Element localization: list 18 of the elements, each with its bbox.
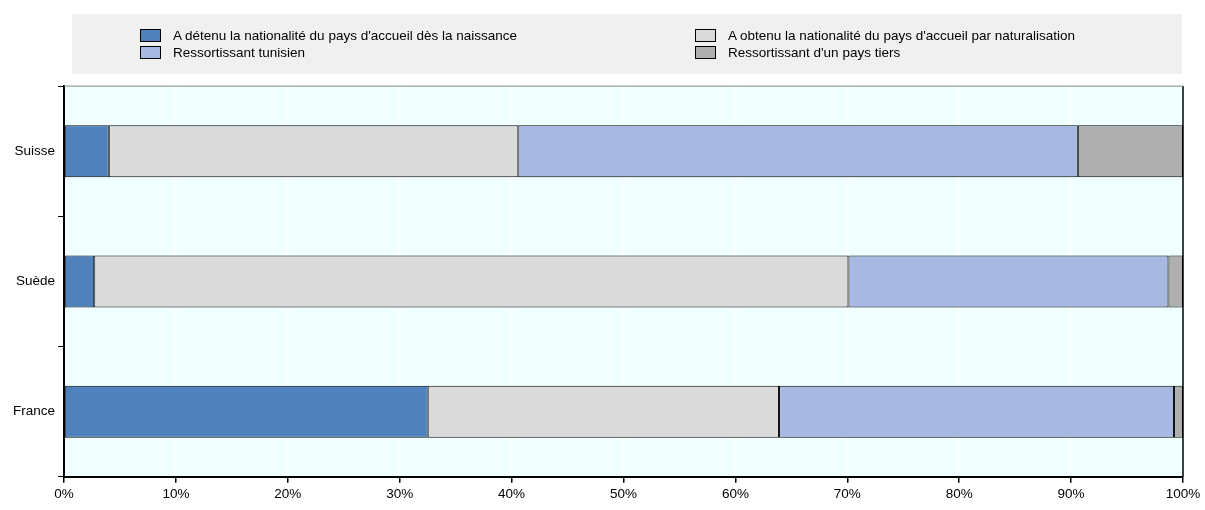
y-tick-label: Suède [15,273,56,289]
y-tick-label: France [12,403,56,419]
x-tick-label: 40% [498,485,526,501]
x-tick-label: 10% [162,485,190,501]
x-tick-label: 30% [386,485,414,501]
legend-label: Ressortissant tunisien [173,45,306,60]
legend-label: A détenu la nationalité du pays d'accueil dès la naissance [173,28,518,43]
x-tick-label: 70% [833,485,861,501]
legend-label: Ressortissant d'un pays tiers [728,45,901,60]
x-tick-label: 100% [1165,485,1201,501]
x-tick-label: 50% [609,485,638,501]
legend-label: A obtenu la nationalité du pays d'accueil par naturalisation [728,28,1076,43]
x-tick-label: 20% [274,485,302,501]
y-tick-label: Suisse [14,142,56,158]
x-tick-label: 60% [721,485,749,501]
x-tick-label: 90% [1057,485,1085,501]
x-tick-label: 80% [945,485,973,501]
x-tick-label: 0% [54,485,74,501]
